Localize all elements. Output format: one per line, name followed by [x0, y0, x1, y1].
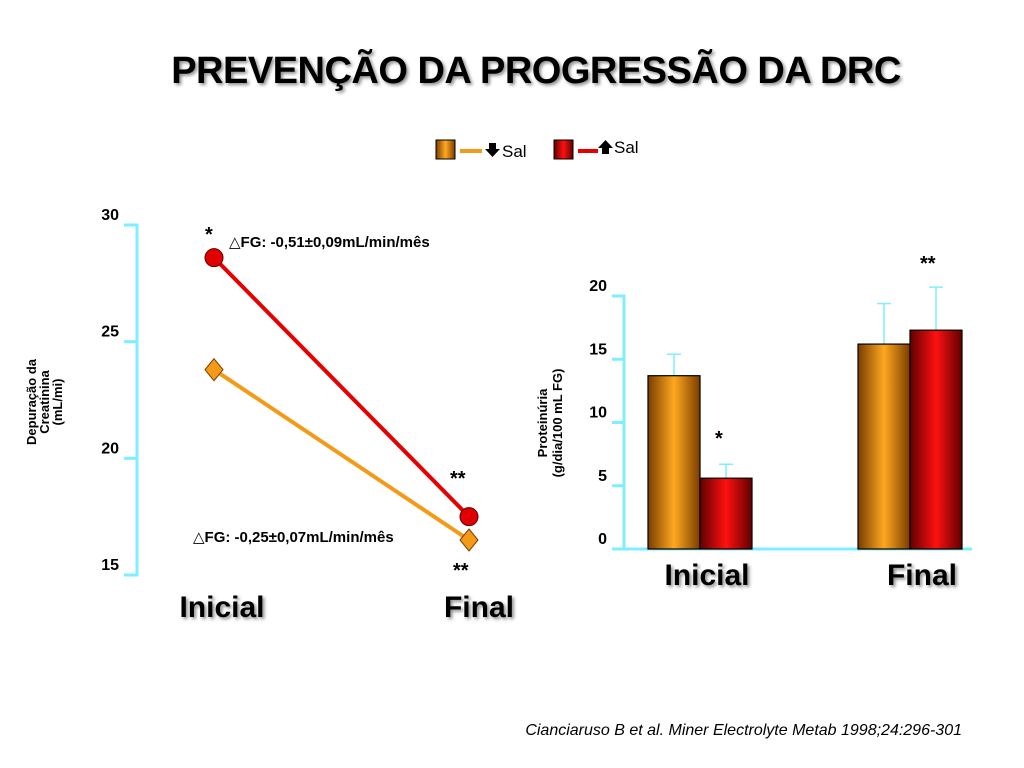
y-tick-label: 15 [101, 557, 119, 574]
legend: Sal Sal [435, 138, 639, 161]
y-axis-title-line: (mL/mi) [50, 379, 65, 426]
y-tick-label: 10 [589, 405, 607, 422]
arrow-down-icon [485, 143, 500, 157]
bar-chart-y-label: Proteinúria(g/dia/100 mL FG) [535, 369, 565, 478]
series-low-salt [204, 357, 479, 552]
bar-low-salt [647, 375, 701, 550]
y-axis-title: Depuração daCreatinina(mL/mi) [24, 358, 65, 445]
data-point-diamond [459, 528, 479, 552]
y-axis-title-line: Depuração da [24, 358, 39, 445]
legend-label-high-salt: Sal [614, 138, 639, 157]
y-tick-label: 0 [598, 531, 607, 548]
significance-star-final-bar: ** [920, 253, 936, 275]
bar-chart-y-ticks: 0 5 10 15 20 [589, 278, 624, 551]
category-label: Final [887, 559, 957, 592]
bar-high-salt [699, 477, 753, 550]
gfr-change-low-salt: △FG: -0,25±0,07mL/min/mês [193, 529, 394, 546]
category-label: Inicial [664, 559, 749, 592]
y-tick-label: 30 [101, 207, 119, 224]
legend-item-high-salt: Sal [553, 138, 639, 160]
line-chart-categories: Inicial Final [179, 591, 514, 624]
significance-star-final-low: ** [453, 560, 469, 582]
y-tick-label: 5 [598, 468, 607, 485]
bar-high-salt [909, 329, 963, 550]
bar-low-salt [857, 343, 911, 550]
y-tick-label: 20 [101, 440, 119, 457]
legend-swatch-high-salt [553, 139, 574, 160]
series-line [212, 368, 471, 542]
arrow-up-icon [598, 140, 613, 154]
significance-star-initial-bar: * [715, 428, 723, 450]
bar-chart-bars [647, 286, 963, 550]
data-point-circle [459, 507, 479, 527]
citation: Cianciaruso B et al. Miner Electrolyte M… [525, 722, 962, 739]
y-tick-label: 25 [101, 324, 119, 341]
significance-star-final-high: ** [450, 468, 466, 490]
significance-star-initial-high: * [205, 224, 213, 246]
line-chart-series [204, 248, 479, 552]
y-tick-label: 15 [589, 341, 607, 358]
y-axis-title-line: Creatinina [37, 369, 52, 433]
gfr-change-high-salt: △FG: -0,51±0,09mL/min/mês [229, 234, 430, 251]
category-label: Inicial [179, 591, 264, 624]
line-chart-y-axis [124, 223, 139, 577]
legend-swatch-low-salt [435, 139, 456, 160]
slide-title: PREVENÇÃO DA PROGRESSÃO DA DRC [171, 50, 901, 92]
y-axis-title-line: Proteinúria [535, 388, 550, 457]
creatinine-clearance-chart: 15 20 25 30 Depuração daCreatinina(mL/mi) I… [24, 207, 514, 624]
y-axis-title-line: (g/dia/100 mL FG) [550, 369, 565, 478]
proteinuria-chart: 0 5 10 15 20 Proteinúria(g/dia/100 mL FG) In… [535, 253, 972, 592]
series-high-salt [204, 248, 479, 527]
series-line [212, 256, 471, 519]
y-tick-label: 20 [589, 278, 607, 295]
bar-chart-categories: Inicial Final [664, 559, 957, 592]
line-chart-y-ticks: 15 20 25 30 [101, 207, 137, 577]
line-chart-y-label: Depuração daCreatinina(mL/mi) [24, 358, 65, 445]
category-label: Final [444, 591, 514, 624]
data-point-circle [204, 248, 224, 268]
legend-label-low-salt: Sal [502, 142, 527, 161]
data-point-diamond [204, 357, 224, 382]
y-axis-title: Proteinúria(g/dia/100 mL FG) [535, 369, 565, 478]
legend-item-low-salt: Sal [435, 139, 527, 161]
